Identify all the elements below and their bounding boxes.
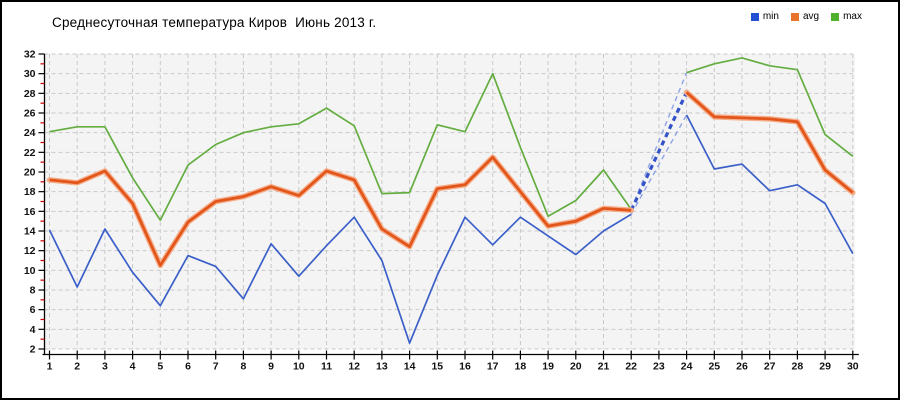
x-tick-label: 29 — [819, 361, 831, 373]
legend-item-min: min — [750, 11, 779, 22]
plot-area — [44, 54, 855, 349]
series-max-line — [686, 57, 854, 157]
x-tick-label: 22 — [625, 361, 637, 373]
legend-swatch-min-icon — [750, 12, 759, 21]
legend-item-max: max — [831, 11, 862, 22]
y-tick-label: 8 — [30, 284, 36, 296]
y-tick-label: 2 — [30, 343, 36, 355]
x-tick-label: 21 — [598, 361, 610, 373]
x-tick-label: 16 — [459, 361, 471, 373]
x-tick-label: 14 — [404, 361, 416, 373]
x-tick-label: 15 — [431, 361, 443, 373]
legend-swatch-max-icon — [831, 12, 840, 21]
chart-legend: min avg max — [750, 11, 862, 22]
x-tick-label: 27 — [764, 361, 776, 373]
y-tick-label: 30 — [24, 68, 36, 80]
x-tick-label: 24 — [681, 361, 693, 373]
y-tick-label: 20 — [24, 166, 36, 178]
x-tick-label: 23 — [653, 361, 665, 373]
legend-item-avg: avg — [790, 11, 820, 22]
x-tick-label: 20 — [570, 361, 582, 373]
x-tick-label: 5 — [157, 361, 163, 373]
y-tick-label: 22 — [24, 147, 36, 159]
x-tick-label: 2 — [74, 361, 80, 373]
x-tick-label: 7 — [213, 361, 219, 373]
legend-label-max: max — [843, 11, 862, 22]
x-tick-label: 9 — [268, 361, 274, 373]
series-min-line — [685, 114, 854, 255]
series-min-line — [48, 213, 632, 344]
legend-label-min: min — [762, 11, 779, 22]
x-tick-label: 1 — [47, 361, 53, 373]
y-tick-label: 16 — [24, 206, 36, 218]
y-tick-label: 14 — [24, 225, 36, 237]
x-tick-label: 17 — [487, 361, 499, 373]
y-tick-label: 10 — [24, 265, 36, 277]
legend-swatch-avg-icon — [790, 12, 799, 21]
y-tick-label: 32 — [24, 49, 36, 61]
x-tick-label: 4 — [130, 361, 136, 373]
forecast-bridge-max-line — [630, 72, 688, 210]
legend-label-avg: avg — [802, 11, 820, 22]
x-tick-label: 26 — [736, 361, 748, 373]
x-tick-label: 3 — [102, 361, 108, 373]
chart-title: Среднесуточная температура Киров Июнь 20… — [52, 15, 377, 30]
x-tick-label: 25 — [708, 361, 720, 373]
y-tick-label: 24 — [24, 127, 36, 139]
y-tick-label: 26 — [24, 107, 36, 119]
x-tick-label: 6 — [185, 361, 191, 373]
x-tick-label: 18 — [515, 361, 527, 373]
series-max-line — [49, 72, 632, 222]
y-tick-label: 28 — [24, 88, 36, 100]
forecast-bridge-min-line — [630, 114, 688, 215]
x-tick-label: 28 — [792, 361, 804, 373]
x-tick-label: 30 — [847, 361, 859, 373]
y-tick-label: 6 — [30, 304, 36, 316]
x-tick-label: 11 — [321, 361, 332, 373]
y-tick-label: 18 — [24, 186, 36, 198]
forecast-bridge-avg-line — [629, 91, 689, 212]
x-tick-label: 19 — [542, 361, 554, 373]
x-tick-label: 10 — [293, 361, 305, 373]
x-tick-label: 8 — [240, 361, 246, 373]
series-avg-line — [685, 91, 854, 194]
y-tick-label: 12 — [24, 245, 36, 257]
series-avg-line — [49, 155, 632, 267]
y-tick-label: 4 — [30, 324, 36, 336]
x-tick-label: 13 — [376, 361, 388, 373]
x-tick-label: 12 — [348, 361, 360, 373]
